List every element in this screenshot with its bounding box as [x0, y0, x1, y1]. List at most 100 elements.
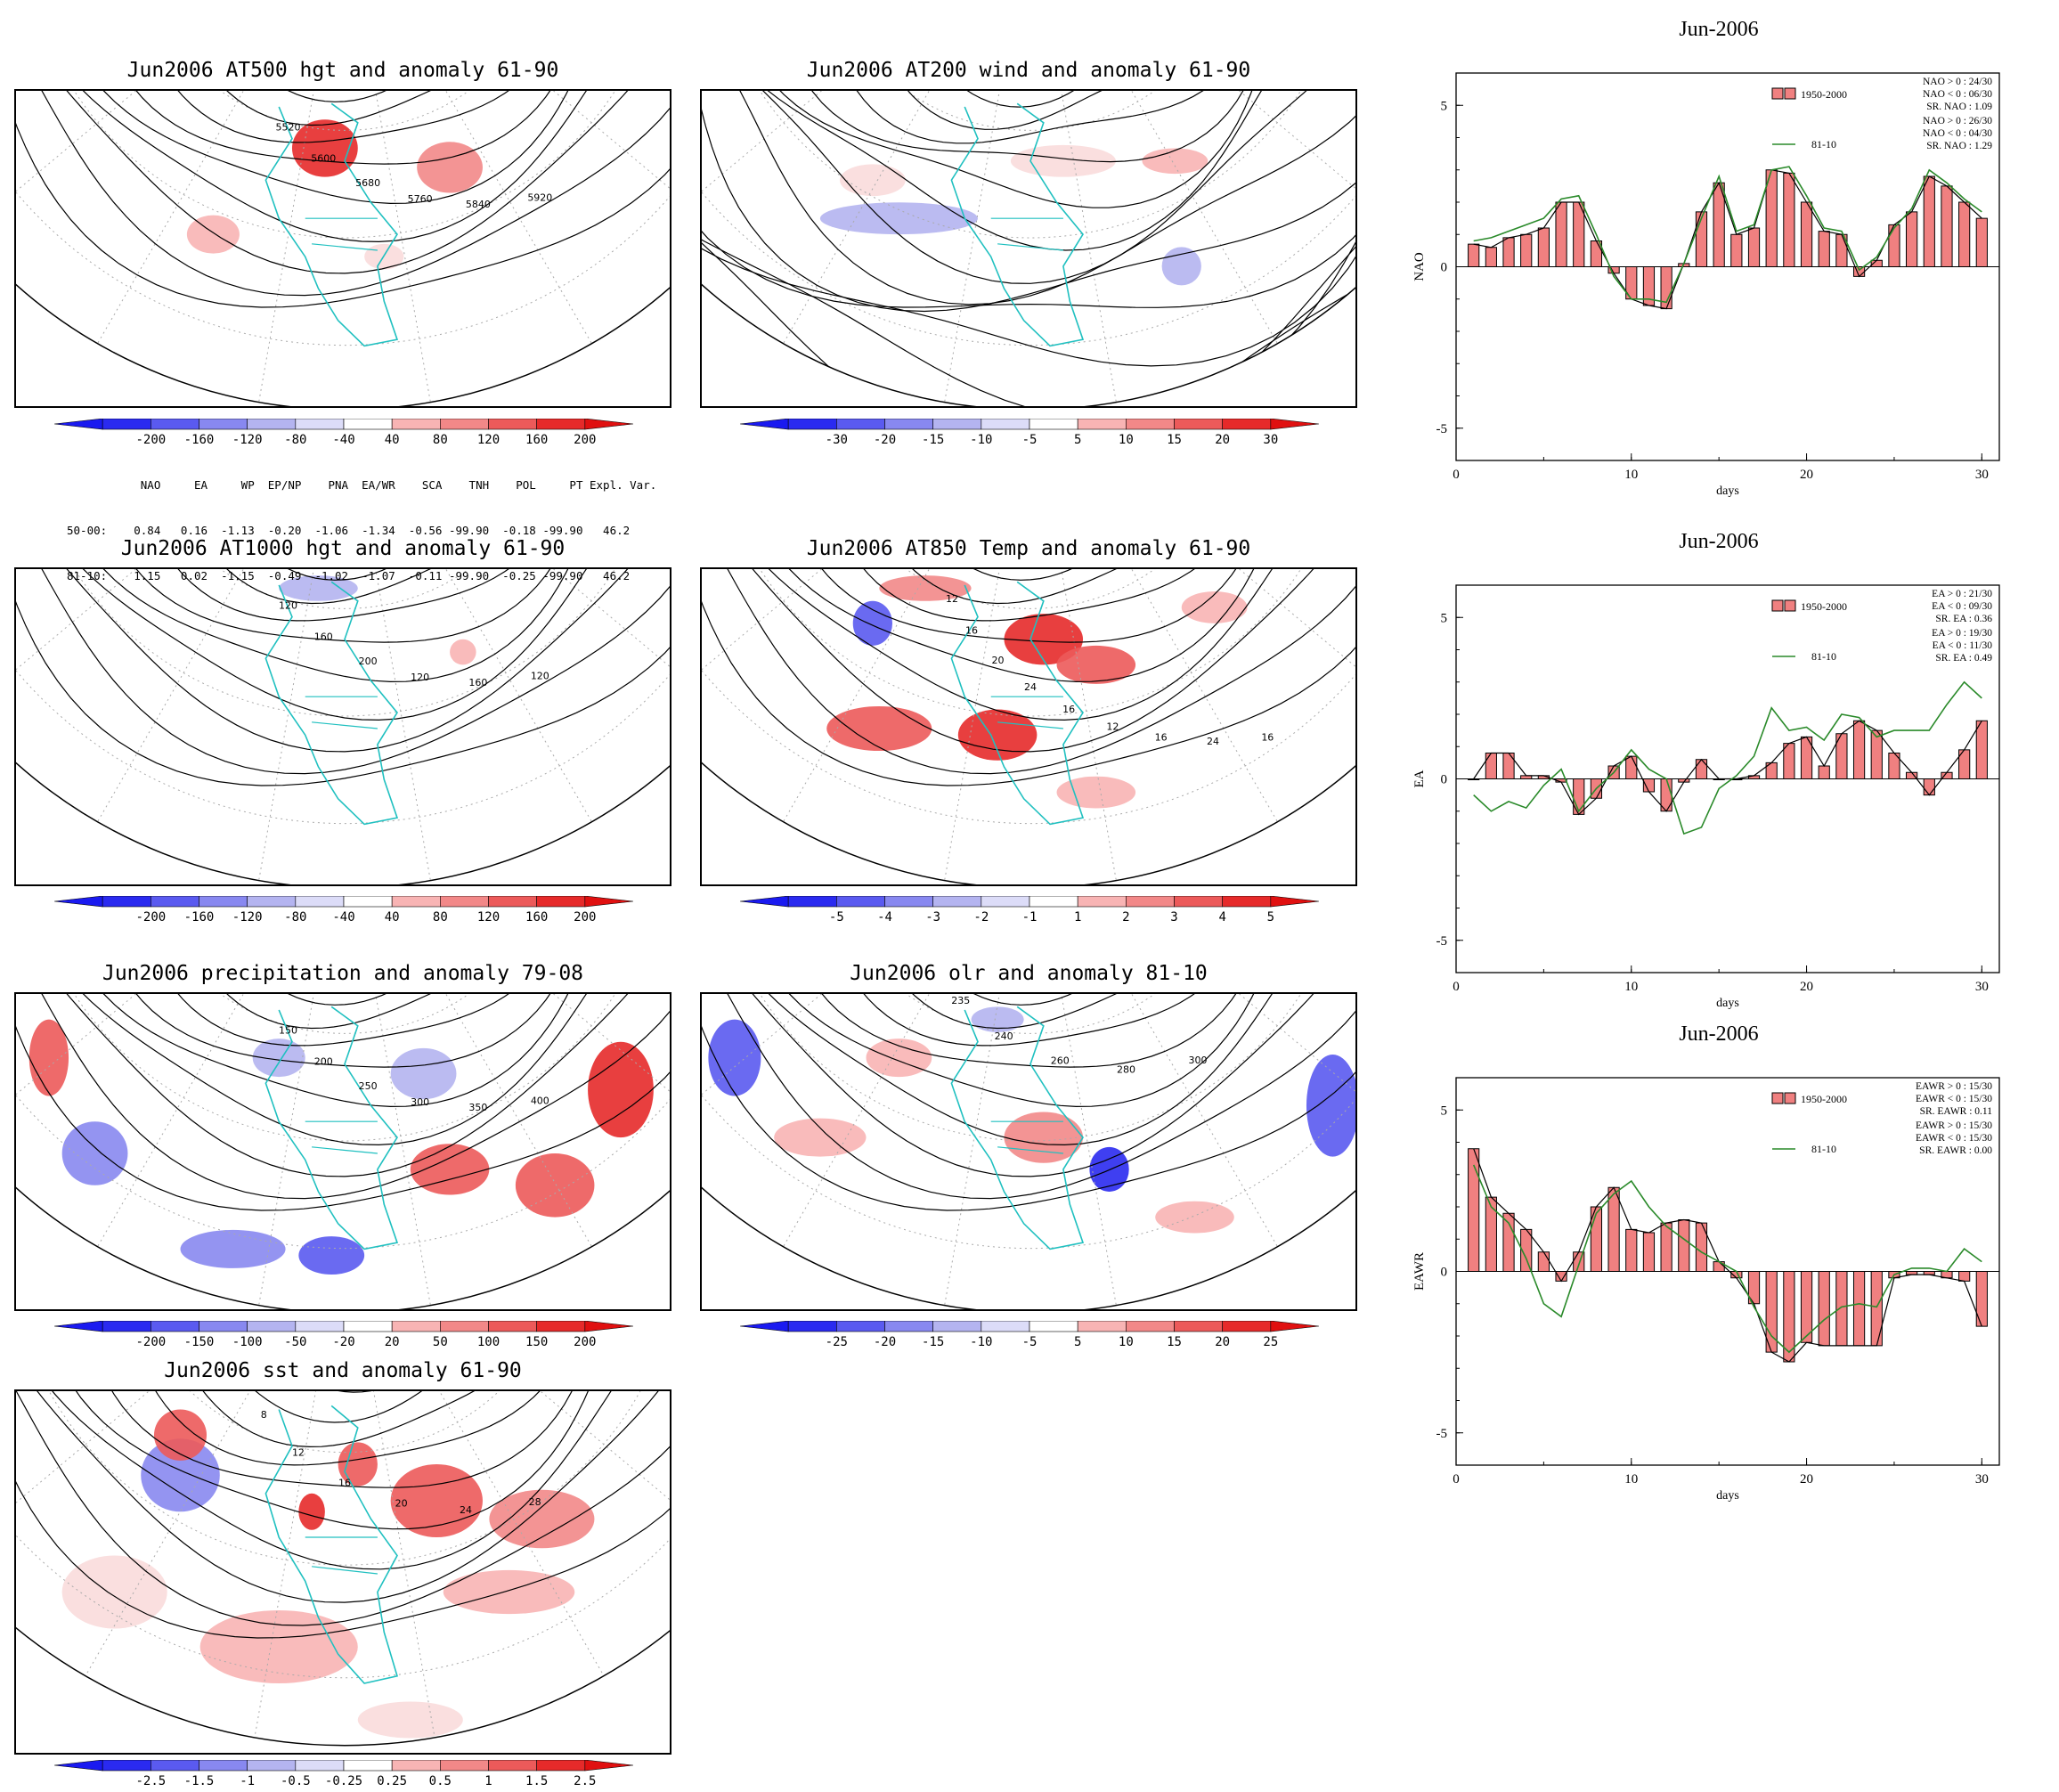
colorbar-swatch	[981, 1320, 1030, 1332]
anomaly-shading	[390, 1464, 483, 1537]
latitude-gridline	[702, 994, 1355, 1250]
contour-line	[83, 1391, 605, 1488]
bar	[1642, 778, 1656, 793]
anomaly-shading	[708, 1019, 761, 1096]
colorbar-tick-label: -5	[829, 910, 844, 925]
colorbar-tick-label: -200	[135, 1335, 166, 1349]
map-title: Jun2006 AT1000 hgt and anomaly 61-90	[120, 537, 566, 560]
contour-line	[158, 994, 532, 1006]
colorbar-swatch	[151, 1320, 199, 1332]
y-tick-label: 5	[1441, 99, 1448, 113]
longitude-gridline	[783, 569, 1031, 822]
colorbar-tick-label: 200	[574, 1335, 596, 1349]
y-tick-label: 0	[1441, 773, 1448, 787]
anomaly-shading	[1161, 247, 1201, 286]
x-axis-label: days	[1716, 997, 1739, 1010]
colorbar-tick-label: 20	[1215, 433, 1230, 447]
colorbar-tick-label: 4	[1218, 910, 1225, 925]
borders	[305, 1536, 378, 1575]
map-panel-at1000: Jun2006 AT1000 hgt and anomaly 61-90 120 1…	[14, 537, 671, 886]
contour-line	[56, 994, 628, 1108]
longitude-gridline	[783, 994, 1031, 1247]
colorbar-tick-label: -20	[874, 1335, 896, 1349]
colorbar-swatch	[247, 418, 297, 430]
contour-line	[811, 91, 1259, 144]
legend-line-label: 81-10	[1811, 138, 1836, 151]
bar	[1642, 1232, 1656, 1272]
bar	[1975, 1271, 1988, 1327]
contour-label: 160	[314, 631, 333, 643]
colorbar-swatch	[488, 418, 537, 430]
colorbar-swatch	[440, 1320, 489, 1332]
index-table-row: 50-00: 0.84 0.16 -1.13 -0.20 -1.06 -1.34…	[67, 524, 637, 537]
anomaly-shading	[279, 575, 358, 601]
anomaly-shading	[417, 142, 483, 193]
coastline	[264, 581, 399, 826]
longitude-gridline	[1030, 569, 1117, 881]
contour-label: 300	[411, 1096, 429, 1108]
legend-stat: EAWR < 0 : 15/30	[1916, 1133, 1992, 1144]
contour-label: 120	[531, 671, 549, 682]
colorbar-swatch	[391, 895, 441, 908]
contour-line	[742, 569, 1314, 683]
anomaly-shading	[186, 215, 240, 254]
colorbar-swatch	[343, 895, 393, 908]
colorbar-olr: -25 -20 -15 -10 -5 5 10 15 20 25	[739, 1320, 1320, 1349]
index-table-header: NAO EA WP EP/NP PNA EA/WR SCA TNH POL PT…	[67, 478, 663, 492]
contour-label: 12	[1106, 721, 1119, 732]
colorbar-at1000: -200 -160 -120 -80 -40 40 80 120 160 200	[53, 895, 634, 925]
map-plot	[702, 91, 1355, 406]
contour-label: 120	[411, 672, 429, 683]
map-panel-at200: Jun2006 AT200 wind and anomaly 61-90	[700, 59, 1357, 408]
legend-stat: EA < 0 : 11/30	[1933, 640, 1993, 651]
contour-label: 200	[314, 1056, 333, 1068]
colorbar-at850: -5 -4 -3 -2 -1 1 2 3 4 5	[739, 895, 1320, 925]
contour-label: 5920	[527, 192, 552, 204]
contour-line	[702, 91, 1355, 313]
contour-line	[16, 569, 670, 775]
contour-line	[16, 1391, 670, 1626]
y-axis-label: NAO	[1412, 252, 1427, 281]
contour-line	[178, 1391, 510, 1393]
map-frame: 5520 5600 5680 5760 5840 5920	[14, 89, 671, 408]
anomaly-shading	[1056, 776, 1136, 809]
longitude-gridline	[16, 91, 346, 234]
x-tick-label: 10	[1624, 1472, 1638, 1487]
longitude-gridline	[1030, 994, 1117, 1306]
legend-stat: SR. NAO : 1.09	[1926, 102, 1992, 112]
contour-label: 12	[292, 1446, 305, 1458]
contour-label: 24	[1024, 681, 1037, 693]
longitude-gridline	[16, 569, 346, 713]
colorbar-tick-label: 100	[477, 1335, 500, 1349]
colorbar-swatch	[1222, 895, 1272, 908]
legend-bar-swatch	[1771, 1092, 1784, 1104]
bar	[1975, 720, 1988, 779]
map-panel-at850: Jun2006 AT850 Temp and anomaly 61-90 12 16…	[700, 537, 1357, 886]
contour-line	[702, 91, 1355, 406]
contour-line	[839, 91, 1223, 108]
colorbar-tick-label: -10	[970, 433, 992, 447]
colorbar-tick-label: -1	[1022, 910, 1038, 925]
contour-label: 235	[951, 995, 970, 1006]
longitude-gridline	[344, 91, 592, 344]
colorbar-tick-label: -200	[135, 433, 166, 447]
borders	[305, 217, 378, 251]
colorbar-swatch	[151, 418, 199, 430]
colorbar-tick-label: -2.5	[135, 1774, 166, 1788]
longitude-gridline	[1030, 91, 1355, 234]
anomaly-shading	[839, 164, 906, 197]
colorbar-tick-label: -1	[240, 1774, 255, 1788]
contour-label: 400	[531, 1096, 549, 1107]
y-tick-label: 0	[1441, 1266, 1448, 1280]
bar	[1783, 743, 1795, 779]
colorbar-arrow-right	[584, 1320, 634, 1332]
longitude-gridline	[702, 994, 1031, 1137]
borders	[990, 1120, 1063, 1154]
borders	[305, 696, 378, 729]
colorbar-tick-label: 2	[1122, 910, 1129, 925]
contour-label: 200	[359, 656, 378, 667]
anomaly-shading	[298, 1493, 325, 1530]
colorbar-swatch	[1174, 1320, 1223, 1332]
contour-label: 20	[395, 1497, 408, 1509]
colorbar-tick-label: 5	[1074, 1335, 1081, 1349]
